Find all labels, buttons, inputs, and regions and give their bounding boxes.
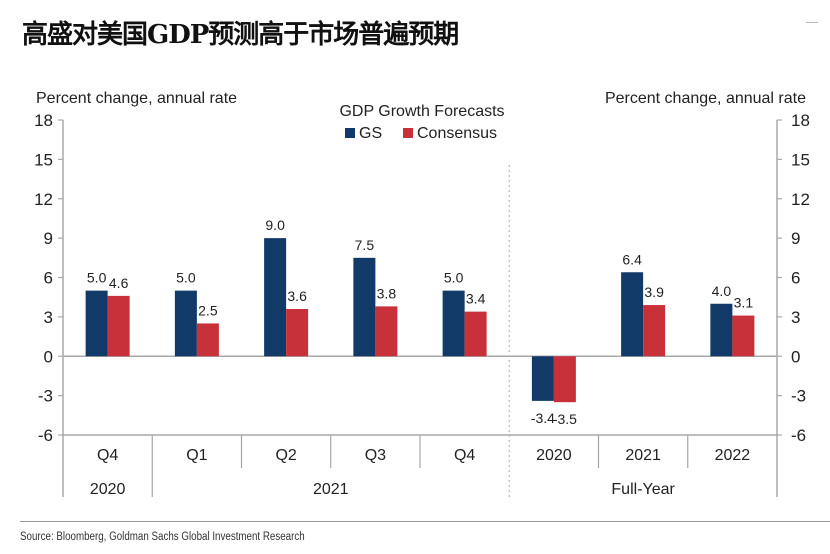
legend-swatch-consensus	[403, 128, 413, 138]
y-tick-label-left: -6	[38, 426, 53, 445]
bar-consensus	[732, 315, 755, 357]
x-tick-label: 2022	[715, 447, 751, 464]
data-label-consensus: -3.5	[553, 411, 577, 427]
bar-consensus	[107, 295, 130, 357]
bar-gs	[531, 356, 554, 401]
y-tick-label-right: 12	[791, 190, 810, 209]
x-tick-label: 2021	[625, 447, 661, 464]
bar-consensus	[286, 309, 309, 357]
y-tick-label-right: -3	[791, 387, 806, 406]
data-label-gs: 9.0	[265, 217, 285, 233]
data-label-gs: 5.0	[444, 270, 464, 286]
x-group-label: 2021	[313, 481, 349, 498]
y-tick-label-right: 3	[791, 308, 800, 327]
x-group-label: Full-Year	[611, 481, 675, 498]
data-label-consensus: 3.9	[644, 284, 664, 300]
y-tick-label-right: -6	[791, 426, 806, 445]
y-tick-label-left: 9	[44, 229, 53, 248]
legend-label-consensus: Consensus	[417, 125, 497, 142]
y-tick-label-right: 6	[791, 269, 800, 288]
legend-label-gs: GS	[359, 125, 382, 142]
data-label-consensus: 3.1	[734, 295, 754, 311]
data-label-gs: -3.4	[531, 410, 555, 426]
x-tick-label: Q2	[275, 447, 296, 464]
y-tick-label-left: 0	[44, 347, 53, 366]
y-tick-label-left: -3	[38, 387, 53, 406]
data-label-gs: 4.0	[712, 283, 732, 299]
data-label-gs: 5.0	[87, 270, 107, 286]
bar-consensus	[553, 356, 576, 403]
y-tick-label-left: 3	[44, 308, 53, 327]
bar-consensus	[375, 306, 398, 357]
data-label-gs: 6.4	[622, 251, 642, 267]
data-label-gs: 7.5	[355, 237, 375, 253]
y-axis-label-left: Percent change, annual rate	[36, 90, 237, 107]
data-label-gs: 5.0	[176, 270, 196, 286]
data-label-consensus: 2.5	[198, 302, 218, 318]
x-tick-label: Q3	[365, 447, 386, 464]
source-note: Source: Bloomberg, Goldman Sachs Global …	[20, 531, 305, 543]
bar-gs	[174, 290, 197, 357]
data-label-consensus: 4.6	[109, 275, 129, 291]
bar-gs	[264, 238, 287, 357]
bar-consensus	[196, 323, 219, 357]
x-tick-label: 2020	[536, 447, 572, 464]
bar-gs	[442, 290, 465, 357]
legend-swatch-gs	[345, 128, 355, 138]
y-tick-label-right: 9	[791, 229, 800, 248]
source-divider	[20, 521, 830, 522]
data-label-consensus: 3.6	[287, 288, 307, 304]
y-tick-label-left: 15	[34, 150, 53, 169]
y-tick-label-right: 15	[791, 150, 810, 169]
bar-gs	[710, 303, 733, 357]
data-label-consensus: 3.8	[377, 285, 397, 301]
y-axis-label-right: Percent change, annual rate	[605, 90, 806, 107]
bar-consensus	[464, 311, 487, 357]
chart-title: GDP Growth Forecasts	[339, 103, 504, 120]
y-tick-label-right: 18	[791, 111, 810, 130]
y-tick-label-right: 0	[791, 347, 800, 366]
y-tick-label-left: 12	[34, 190, 53, 209]
x-group-label: 2020	[90, 481, 126, 498]
data-label-consensus: 3.4	[466, 291, 486, 307]
bar-consensus	[643, 305, 666, 357]
corner-mark	[806, 22, 818, 23]
y-tick-label-left: 6	[44, 269, 53, 288]
bar-gs	[621, 272, 644, 357]
bar-gs	[85, 290, 108, 357]
y-tick-label-left: 18	[34, 111, 53, 130]
page-title: 高盛对美国GDP预测高于市场普遍预期	[22, 20, 459, 50]
x-tick-label: Q1	[186, 447, 207, 464]
x-tick-label: Q4	[454, 447, 475, 464]
x-tick-label: Q4	[97, 447, 118, 464]
bar-gs	[353, 257, 376, 357]
